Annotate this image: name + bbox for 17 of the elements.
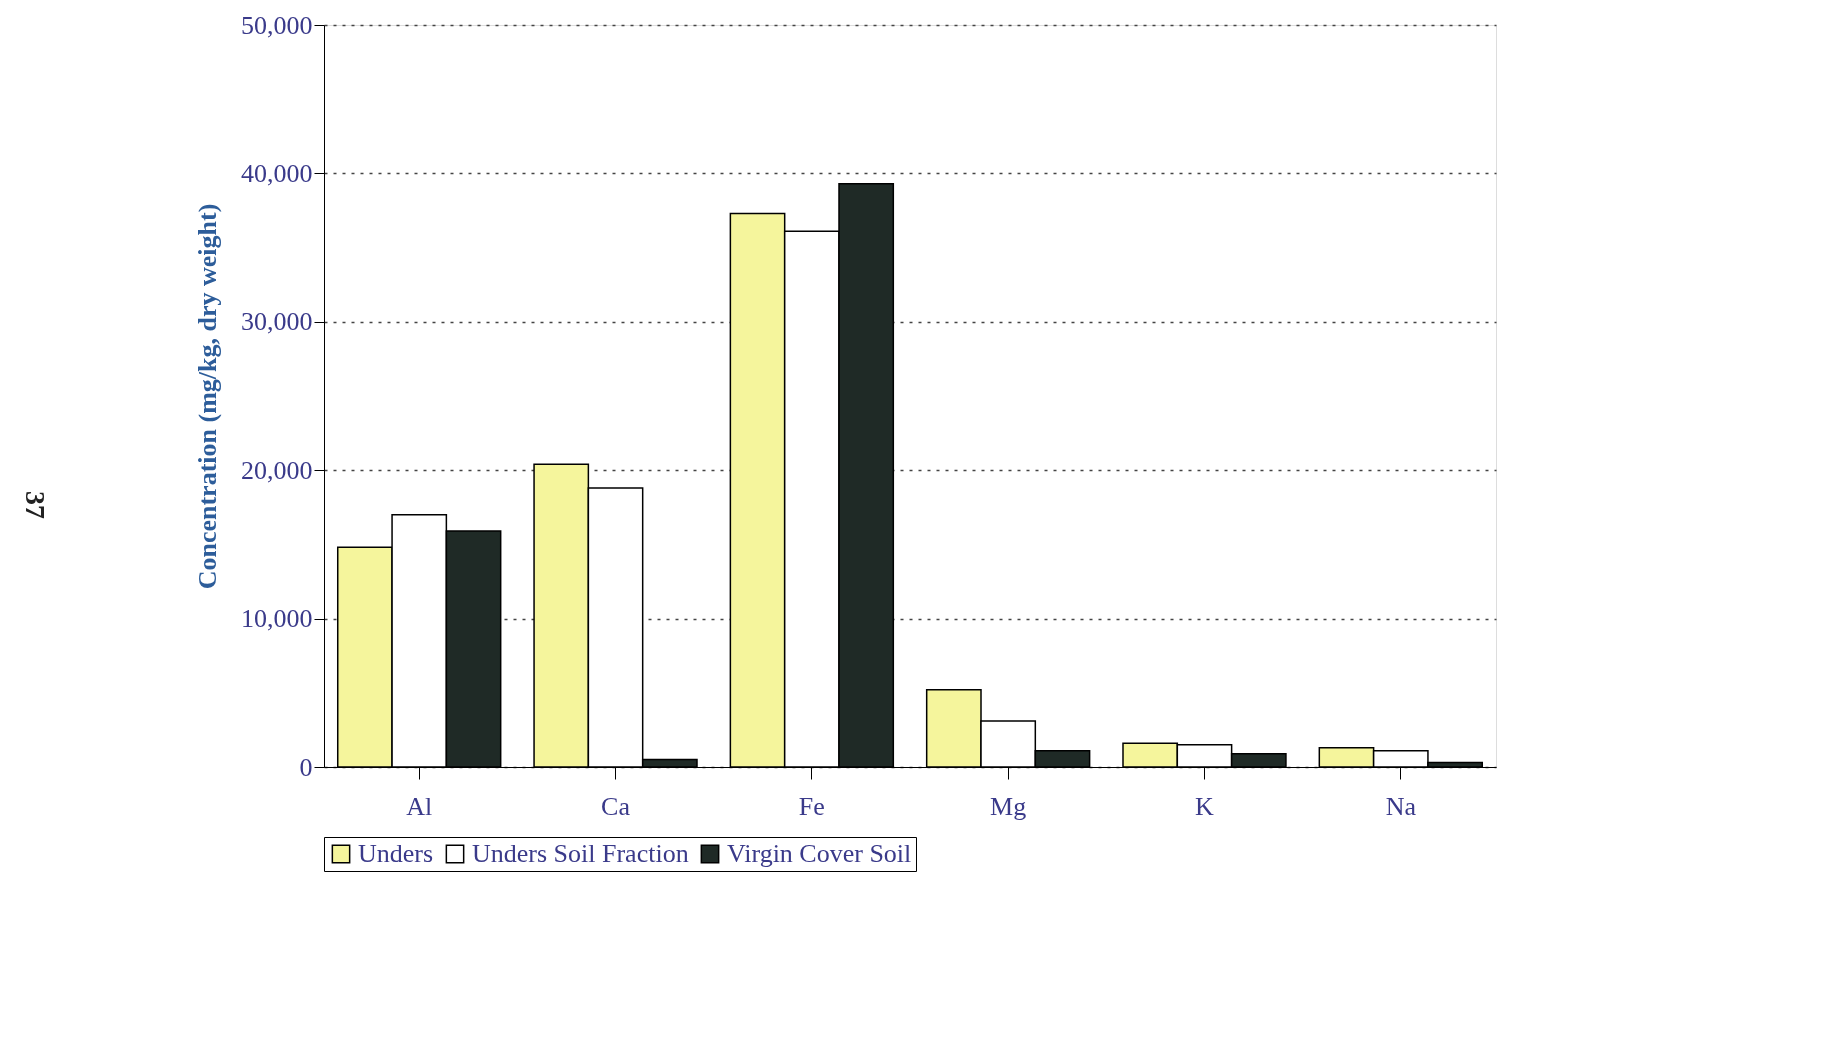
x-tick-label: Fe	[798, 791, 825, 821]
y-tick-label: 10,000	[241, 604, 313, 634]
y-tick-label: 50,000	[241, 10, 313, 40]
legend-label: Unders	[358, 839, 434, 868]
x-tick-label: Ca	[601, 791, 631, 821]
y-axis-title: Concentration (mg/kg, dry weight)	[193, 203, 222, 590]
x-tick-label: K	[1195, 791, 1215, 821]
y-tick-label: 30,000	[241, 307, 313, 337]
y-tick-label: 40,000	[241, 158, 313, 188]
x-tick-label: Mg	[990, 791, 1027, 821]
legend-label: Unders Soil Fraction	[472, 839, 689, 868]
x-tick-label: Na	[1385, 791, 1417, 821]
text: 37	[20, 491, 51, 519]
x-tick-label: Al	[406, 791, 433, 821]
legend-label: Virgin Cover Soil	[727, 839, 912, 868]
y-tick-label: 20,000	[241, 455, 313, 485]
y-tick-label: 0	[299, 752, 313, 782]
